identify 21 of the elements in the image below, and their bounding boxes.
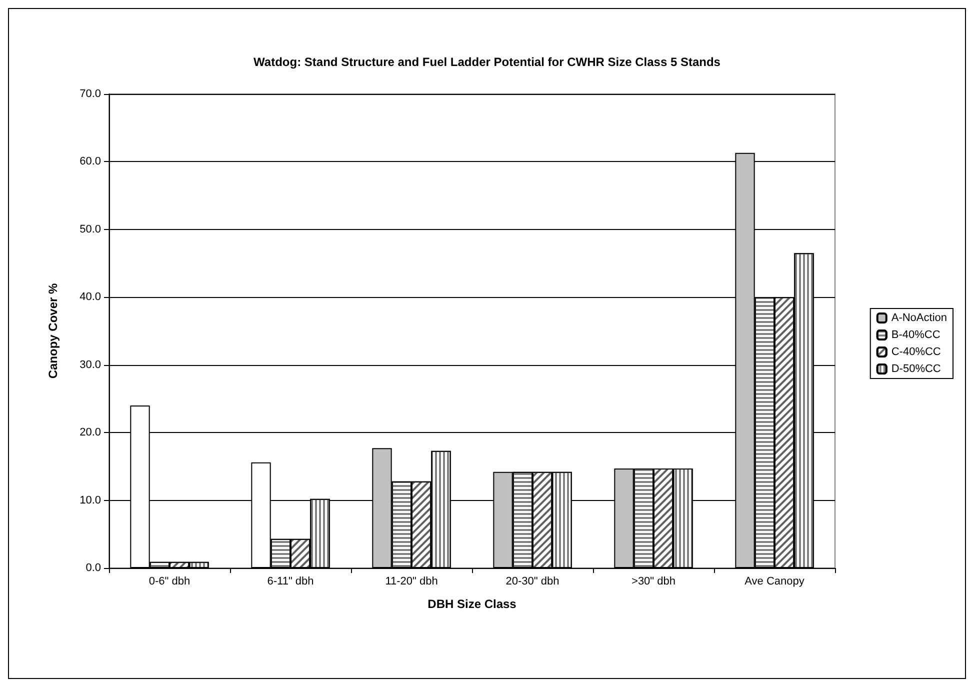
legend-label: C-40%CC	[891, 346, 941, 358]
y-tick-label: 50.0	[80, 223, 101, 236]
y-tick-label: 70.0	[80, 88, 101, 100]
x-tick-label: Ave Canopy	[744, 576, 805, 588]
y-tick-label: 40.0	[80, 291, 101, 304]
x-tick-label: 20-30" dbh	[506, 576, 560, 588]
chart-title: Watdog: Stand Structure and Fuel Ladder Potential for CWHR Size Class 5 Stands	[254, 55, 721, 69]
x-tick-label: 11-20" dbh	[385, 576, 438, 588]
legend-label: A-NoAction	[891, 312, 948, 324]
legend-label: B-40%CC	[891, 329, 940, 341]
y-tick-label: 60.0	[80, 156, 101, 168]
y-tick-label: 10.0	[80, 494, 101, 506]
y-tick-label: 30.0	[80, 358, 101, 371]
y-tick-label: 0.0	[86, 562, 101, 574]
y-tick-label: 20.0	[80, 426, 101, 439]
x-tick-label: 6-11" dbh	[267, 576, 314, 588]
x-axis-title: DBH Size Class	[428, 597, 517, 611]
x-tick-label: 0-6" dbh	[148, 576, 190, 588]
x-tick-label: >30" dbh	[632, 576, 676, 588]
legend-label: D-50%CC	[891, 363, 941, 375]
y-axis-title: Canopy Cover %	[46, 282, 60, 379]
